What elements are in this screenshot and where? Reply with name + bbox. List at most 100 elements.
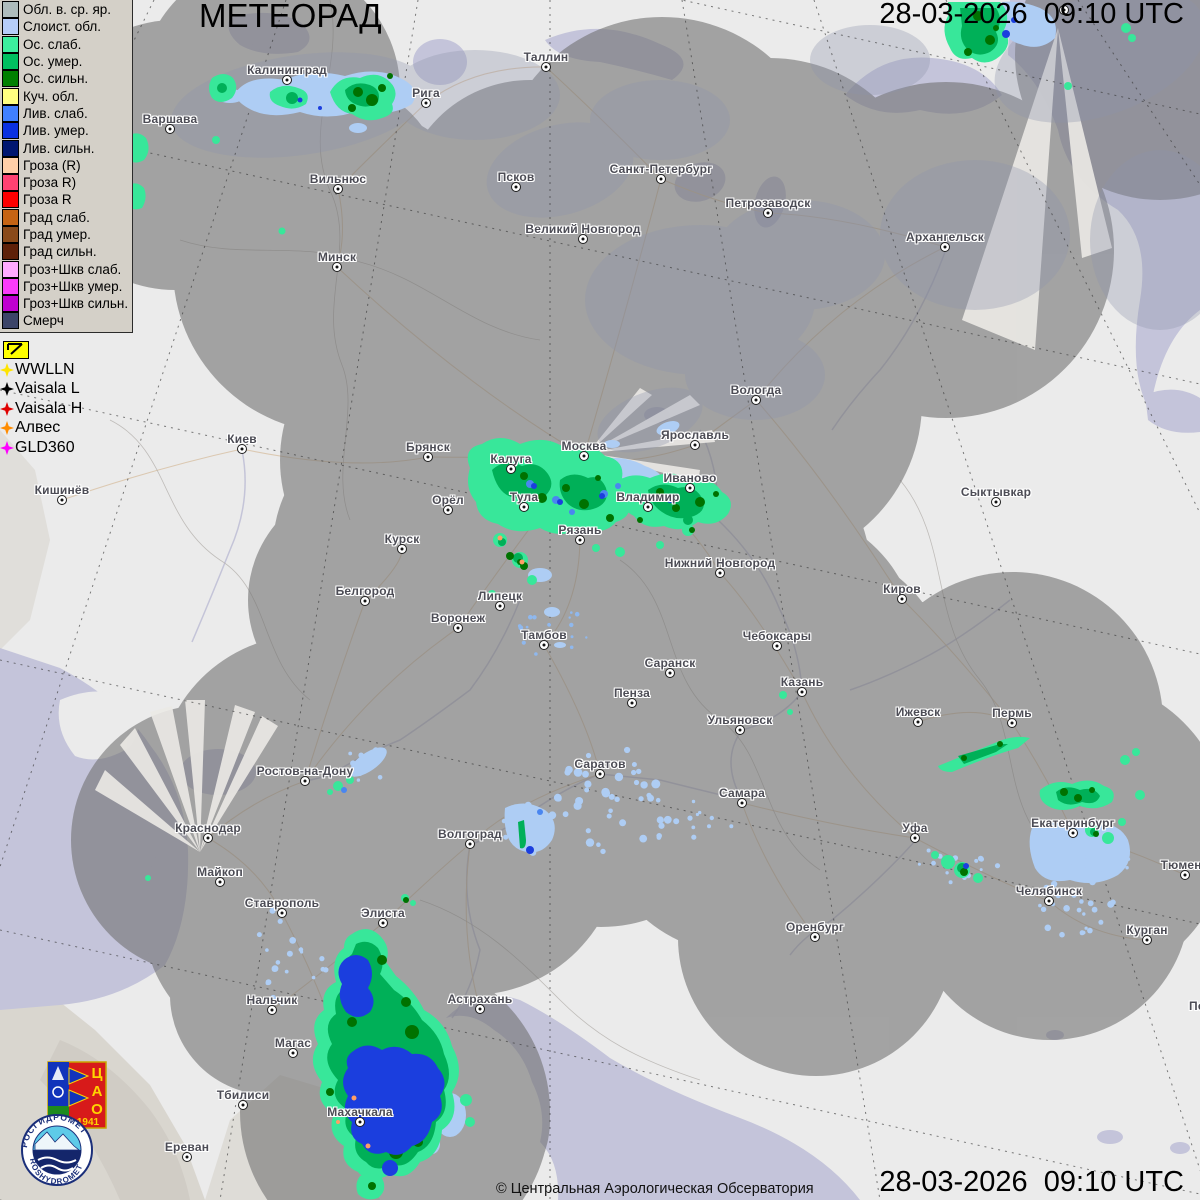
city-dot-icon (506, 464, 516, 474)
legend-label: Град умер. (23, 227, 91, 242)
city-label: Нальчик (246, 992, 298, 1007)
lightning-networks-legend: WWLLN Vaisala L Vaisala H Алвес GLD360 (0, 360, 82, 458)
city-dot-icon (913, 717, 923, 727)
legend-label: Ос. сильн. (23, 71, 89, 87)
legend-color-swatch (2, 174, 19, 192)
stratus-speckles (256, 479, 1131, 1006)
city-label: Архангельск (906, 229, 984, 244)
legend-label: Гроза R (23, 192, 72, 208)
city-dot-icon (763, 208, 773, 218)
city-dot-icon (797, 687, 807, 697)
city-dot-icon (465, 839, 475, 849)
legend-row: Ос. слаб. (0, 35, 132, 53)
city-dot-icon (690, 440, 700, 450)
svg-text:А: А (92, 1083, 103, 1100)
city-label: Саратов (574, 756, 626, 771)
city-dot-icon (1142, 935, 1152, 945)
city-dot-icon (643, 502, 653, 512)
city-dot-icon (751, 395, 761, 405)
city-label: Тамбов (521, 627, 567, 642)
city-label: Саранск (644, 655, 696, 670)
city-label: Брянск (406, 439, 450, 454)
city-dot-icon (288, 1048, 298, 1058)
city-label: Вологда (730, 382, 782, 397)
lightning-network-label: GLD360 (15, 438, 75, 456)
city-dot-icon (772, 641, 782, 651)
city-label: Ижевск (895, 704, 941, 719)
legend-color-swatch (2, 18, 19, 36)
city-label: Ярославль (660, 427, 730, 442)
lightning-cross-icon (0, 362, 14, 377)
lightning-network-label: WWLLN (15, 360, 75, 378)
legend-row: Гроза R) (0, 174, 132, 192)
city-dot-icon (282, 75, 292, 85)
legend-label: Ос. слаб. (23, 36, 82, 52)
legend-color-swatch (2, 243, 19, 261)
city-label: Ереван (164, 1139, 210, 1154)
lightning-cross-icon (0, 440, 14, 455)
legend-label: Куч. обл. (23, 88, 79, 104)
lightning-network-row: Алвес (0, 419, 82, 439)
legend-row: Смерч (0, 312, 132, 330)
legend-label: Ос. умер. (23, 54, 83, 70)
city-dot-icon (397, 544, 407, 554)
city-label: Магас (274, 1035, 312, 1050)
city-label: Воронеж (430, 610, 486, 625)
city-label: Нижний Новгород (664, 555, 776, 570)
lightning-network-label: Алвес (15, 419, 61, 437)
svg-text:Ц: Ц (92, 1065, 103, 1082)
city-label: Тула (509, 489, 539, 504)
city-dot-icon (665, 668, 675, 678)
legend-color-swatch (2, 260, 19, 278)
city-dot-icon (423, 452, 433, 462)
city-label: Белгород (335, 583, 395, 598)
city-dot-icon (360, 596, 370, 606)
city-dot-icon (300, 776, 310, 786)
legend-color-swatch (2, 139, 19, 157)
city-label: Сыктывкар (960, 484, 1032, 499)
city-dot-icon (495, 601, 505, 611)
tornado-symbol-box (3, 341, 29, 359)
datetime-bottom: 28-03-2026 09:10 UTC (879, 1166, 1184, 1198)
lightning-network-row: GLD360 (0, 438, 82, 458)
svg-text:О: О (91, 1101, 103, 1118)
city-label: Чебоксары (742, 628, 812, 643)
legend-row: Слоист. обл. (0, 18, 132, 36)
city-label: Ульяновск (707, 712, 773, 727)
precipitation-layer (127, 1, 1145, 1200)
city-label: Рига (412, 85, 440, 100)
legend-color-swatch (2, 35, 19, 53)
city-dot-icon (475, 1004, 485, 1014)
page-title: МЕТЕОРАД (199, 0, 382, 34)
city-label: Тбилиси (216, 1087, 270, 1102)
city-dot-icon (238, 1100, 248, 1110)
legend-row: Лив. умер. (0, 122, 132, 140)
legend-color-swatch (2, 104, 19, 122)
city-dot-icon (215, 877, 225, 887)
city-label: Волгоград (438, 826, 502, 841)
lightning-network-label: Vaisala H (15, 399, 83, 417)
city-label: Варшава (142, 111, 198, 126)
city-label: Минск (317, 249, 357, 264)
legend-row: Град слаб. (0, 208, 132, 226)
legend-label: Лив. сильн. (23, 140, 95, 156)
city-label: Элиста (361, 905, 405, 920)
legend-label: Гроз+Шкв слаб. (23, 261, 122, 277)
city-label: Орёл (432, 492, 464, 507)
city-dot-icon (940, 242, 950, 252)
svg-text:1941: 1941 (77, 1117, 100, 1128)
city-label: Оренбург (785, 919, 845, 934)
city-dot-icon (685, 483, 695, 493)
legend-row: Гроза (R) (0, 156, 132, 174)
legend-label: Лив. слаб. (23, 105, 88, 121)
city-dot-icon (910, 833, 920, 843)
city-label: Ростов-на-Дону (256, 763, 354, 778)
legend-label: Гроза R) (23, 175, 77, 191)
legend-label: Гроза (R) (23, 157, 81, 173)
lightning-network-row: WWLLN (0, 360, 82, 380)
city-dot-icon (453, 623, 463, 633)
city-dot-icon (237, 444, 247, 454)
city-dot-icon (267, 1005, 277, 1015)
